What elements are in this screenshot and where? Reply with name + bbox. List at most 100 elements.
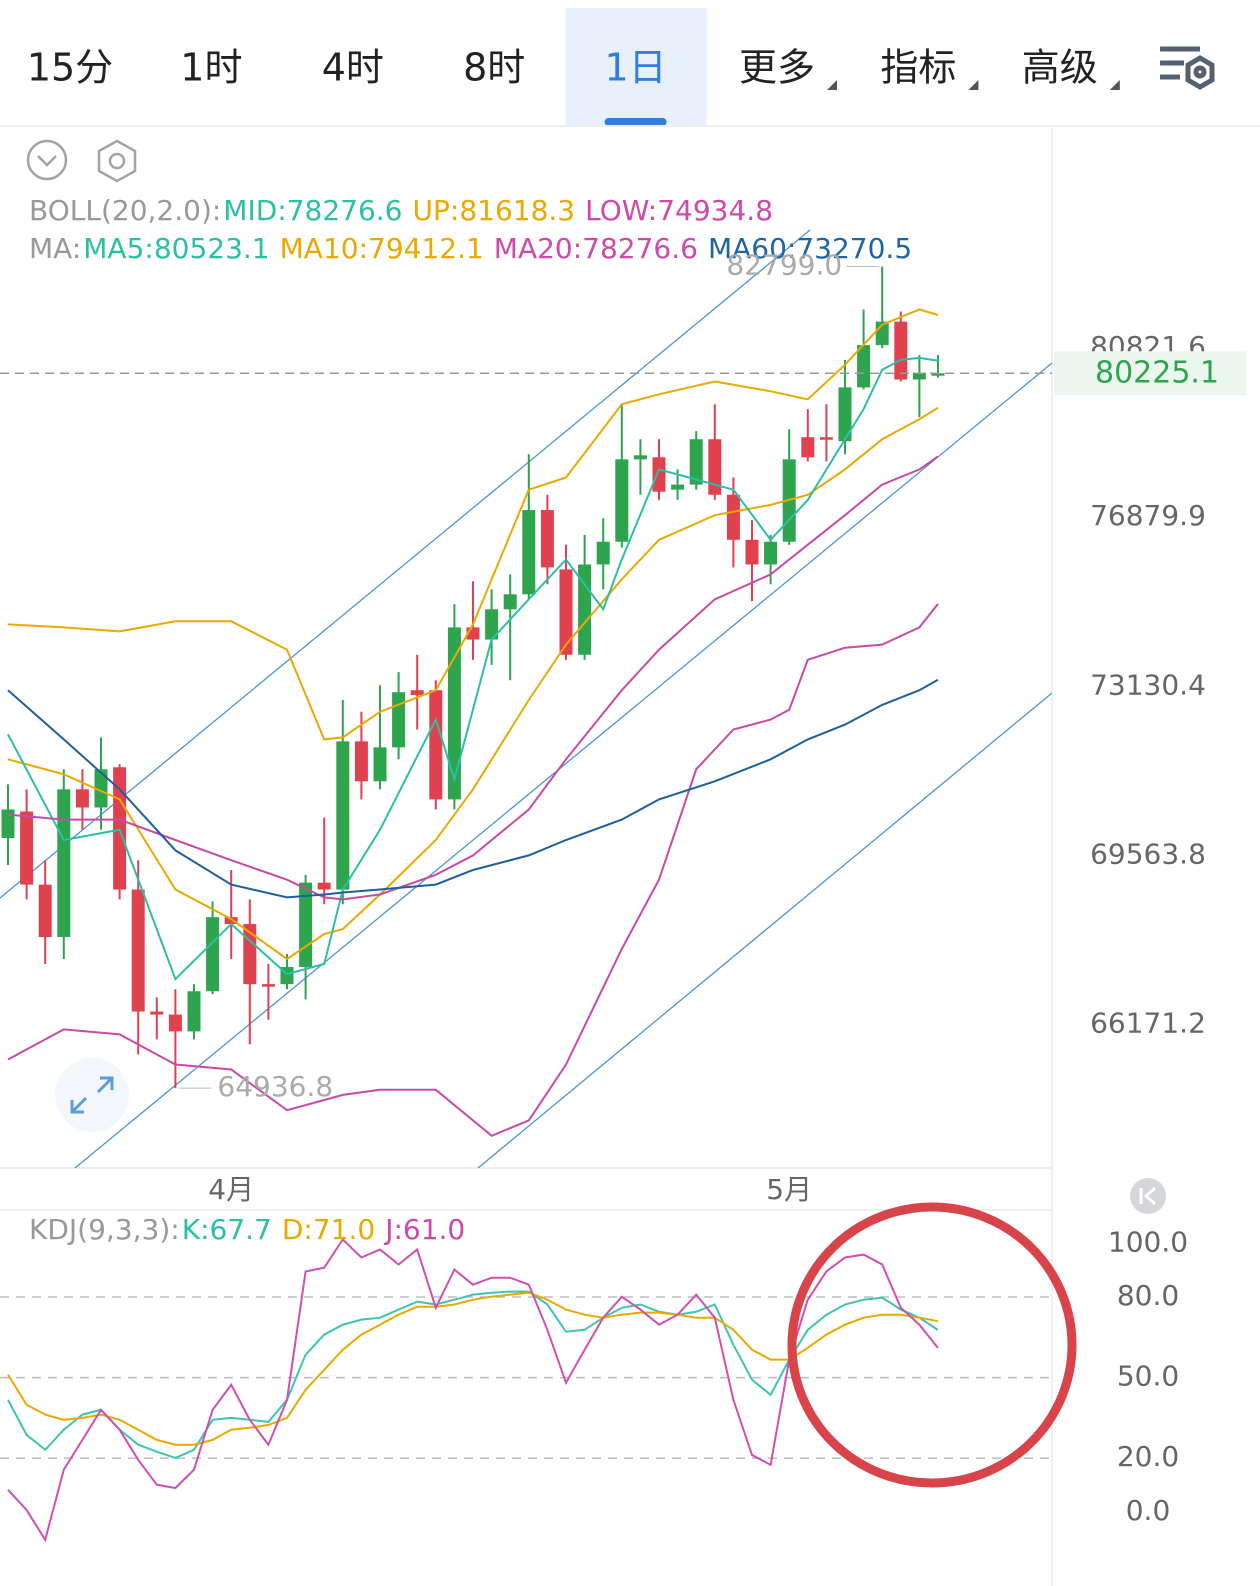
candle-body [615, 459, 629, 542]
indicator-legend: MA:MA5:80523.1 MA10:79412.1 MA20:78276.6 MA… [29, 232, 912, 265]
y-tick-label: 0.0 [1126, 1494, 1171, 1527]
active-tab-indicator [604, 118, 667, 126]
collapse-icon[interactable] [26, 139, 68, 181]
indicator-line [7, 356, 939, 981]
candle-body [38, 884, 52, 938]
candle-body [429, 690, 443, 800]
settings-hex-icon[interactable] [97, 139, 137, 183]
indicator-legend: BOLL(20,2.0):MID:78276.6 UP:81618.3 LOW:74… [29, 194, 773, 227]
legend-item: MA10:79412.1 [280, 232, 484, 265]
highlight-circle [787, 1202, 1077, 1488]
candle-body [1, 809, 15, 838]
candle-body [857, 345, 871, 388]
candle-body [75, 789, 89, 808]
candle-body [187, 991, 201, 1032]
candle-body [20, 811, 34, 885]
candle-body [503, 594, 517, 610]
legend-prefix: KDJ(9,3,3): [29, 1213, 180, 1246]
candle-body [485, 609, 499, 640]
kdj-line [7, 1290, 939, 1459]
y-tick-label: 76879.9 [1090, 499, 1206, 532]
x-tick-label: 4月 [208, 1173, 254, 1206]
candle-body [168, 1014, 182, 1032]
candle-body [596, 541, 610, 565]
candle-body [726, 494, 740, 540]
candle-body [522, 510, 536, 595]
overlay: BOLL(20,2.0):MID:78276.6 UP:81618.3 LOW:74… [0, 194, 1246, 1527]
expand-button[interactable] [55, 1058, 129, 1132]
legend-prefix: BOLL(20,2.0): [29, 194, 221, 227]
indicator-line [7, 308, 939, 741]
candle-body [912, 372, 926, 380]
candle-body [410, 690, 424, 696]
tab[interactable]: 15分 [27, 46, 113, 90]
candle-body [224, 917, 238, 925]
legend-item: MA60:73270.5 [708, 232, 912, 265]
tab[interactable]: 4时 [322, 46, 384, 90]
legend-item: LOW:74934.8 [585, 194, 773, 227]
candle-body [559, 569, 573, 655]
tab[interactable]: 指标 [880, 46, 956, 90]
kdj-plot [0, 1237, 1052, 1543]
candle-body [708, 439, 722, 495]
y-tick-label: 50.0 [1117, 1360, 1179, 1393]
active-tab-bg [565, 8, 707, 126]
dropdown-caret [1109, 80, 1120, 90]
candle-body [633, 455, 647, 460]
y-tick-label: 69563.8 [1090, 837, 1206, 870]
tab-bar: 15分 1时 4时 8时 1日 更多 指标 高级 [27, 8, 1120, 126]
candle-body [745, 539, 759, 565]
candle-body [261, 984, 275, 987]
candle-body [652, 457, 666, 492]
legend-item: K:67.7 [182, 1213, 272, 1246]
candle-body [373, 747, 387, 782]
legend-item: MID:78276.6 [223, 194, 402, 227]
candle-body [689, 439, 703, 485]
settings-icon[interactable] [1160, 46, 1215, 90]
indicator-line [7, 603, 939, 1137]
y-tick-label: 20.0 [1117, 1440, 1179, 1473]
last-price-label: 80225.1 [1095, 356, 1219, 391]
y-tick-label: 66171.2 [1090, 1006, 1206, 1039]
candle-body [819, 437, 833, 440]
candle-body [57, 789, 71, 938]
tab[interactable]: 1日 [605, 46, 667, 90]
candle-body [931, 373, 945, 376]
legend-prefix: MA: [29, 232, 81, 265]
high-label: 82799.0 [726, 248, 842, 281]
candle-body [801, 437, 815, 458]
candle-body [299, 882, 313, 968]
tab[interactable]: 高级 [1022, 46, 1098, 90]
y-tick-label: 100.0 [1108, 1225, 1188, 1258]
last-price-box [1054, 351, 1246, 396]
candle-body [447, 627, 461, 800]
legend-item: D:71.0 [282, 1213, 375, 1246]
candle-body [94, 769, 108, 808]
candle-body [336, 741, 350, 890]
indicator-legend: KDJ(9,3,3):K:67.7 D:71.0 J:61.0 [29, 1213, 465, 1246]
candle-body [578, 564, 592, 655]
candle-body [206, 917, 220, 992]
price-plot [1, 266, 945, 1137]
tab[interactable]: 8时 [463, 46, 525, 90]
tab[interactable]: 1时 [180, 46, 242, 90]
indicator-line [7, 455, 939, 901]
dropdown-caret [827, 80, 837, 90]
y-tick-label: 80.0 [1117, 1279, 1179, 1312]
x-tick-label: 5月 [766, 1173, 812, 1206]
candle-body [354, 741, 368, 782]
scroll-end-button[interactable] [1130, 1178, 1166, 1214]
indicator-line [7, 406, 939, 961]
kdj-line [7, 1291, 939, 1446]
y-tick-label: 73130.4 [1090, 668, 1206, 701]
candle-body [894, 321, 908, 380]
candle-body [392, 692, 406, 748]
legend-item: UP:81618.3 [413, 194, 576, 227]
candle-body [317, 882, 331, 890]
legend-item: MA5:80523.1 [83, 232, 269, 265]
candle-body [150, 1011, 164, 1015]
tab[interactable]: 更多 [739, 46, 815, 90]
